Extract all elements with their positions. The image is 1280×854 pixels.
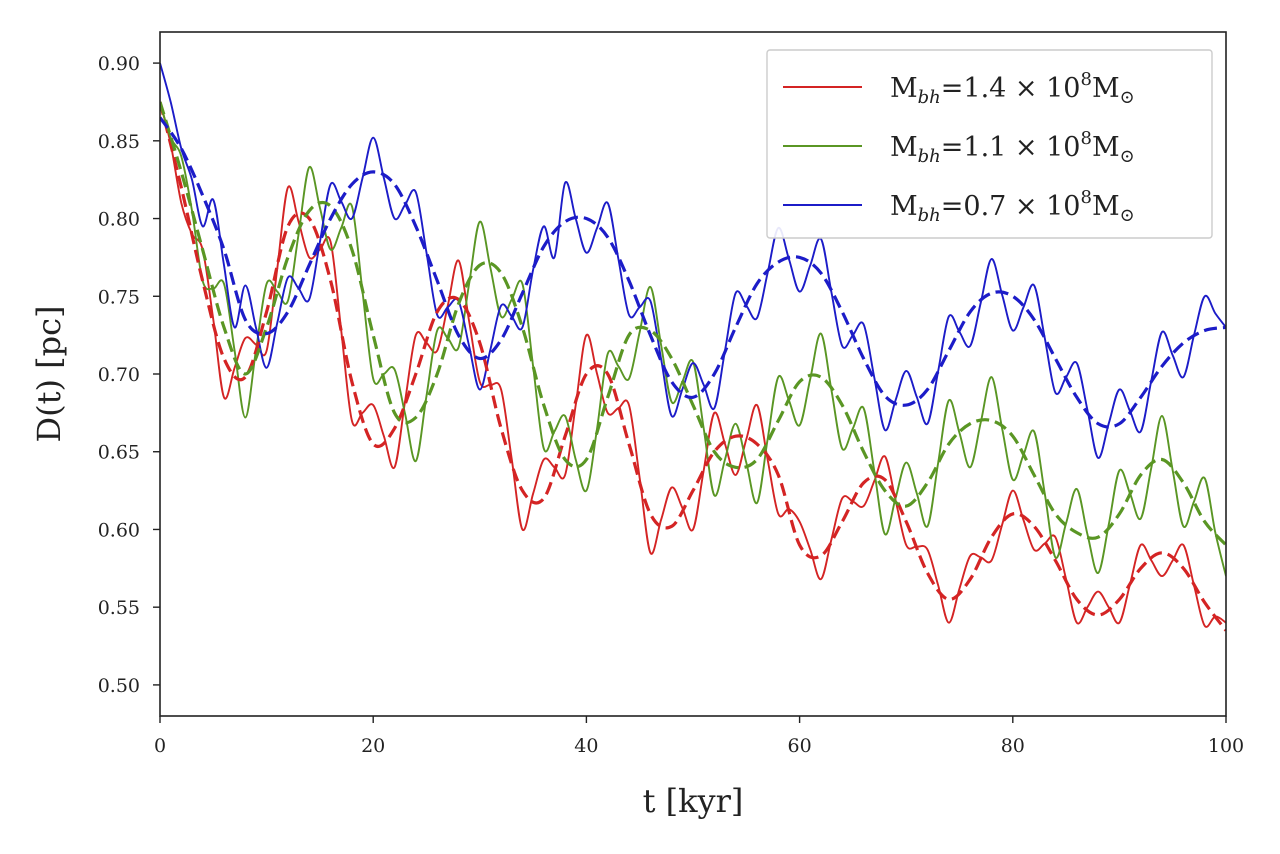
y-tick-label: 0.50 [98,675,140,697]
y-tick-label: 0.65 [98,442,140,464]
legend-box [766,49,1213,239]
y-tick-label: 0.70 [98,364,140,386]
y-axis-label: D(t) [pc] [30,305,68,442]
y-tick-label: 0.85 [98,131,140,153]
x-tick-label: 40 [574,735,598,757]
x-axis-label: t [kyr] [643,782,744,820]
y-tick-label: 0.55 [98,597,140,619]
y-tick-label: 0.80 [98,209,140,231]
legend-label: Mbh=0.7 × 108M⊙ [890,187,1135,226]
series-2-solid-line [160,62,1226,459]
legend-label: Mbh=1.4 × 108M⊙ [890,69,1135,108]
series-0-dashed-line [160,101,1226,632]
y-tick-label: 0.60 [98,519,140,541]
x-tick-label: 20 [361,735,385,757]
x-tick-label: 0 [154,735,166,757]
y-tick-label: 0.90 [98,53,140,75]
series-1-dashed-line [160,101,1226,547]
x-tick-label: 60 [788,735,812,757]
x-tick-label: 100 [1208,735,1244,757]
series-layer [160,62,1226,632]
legend: Mbh=1.4 × 108M⊙ Mbh=1.1 × 108M⊙ Mbh=0.7 × … [766,49,1213,239]
legend-label: Mbh=1.1 × 108M⊙ [890,128,1135,167]
y-tick-label: 0.75 [98,286,140,308]
series-2-dashed-line [160,116,1226,429]
ticks-layer: 0 20 40 60 80 100 0.50 0.55 0.60 0.65 0.70 0.75 0.80… [98,53,1244,757]
x-tick-label: 80 [1001,735,1025,757]
